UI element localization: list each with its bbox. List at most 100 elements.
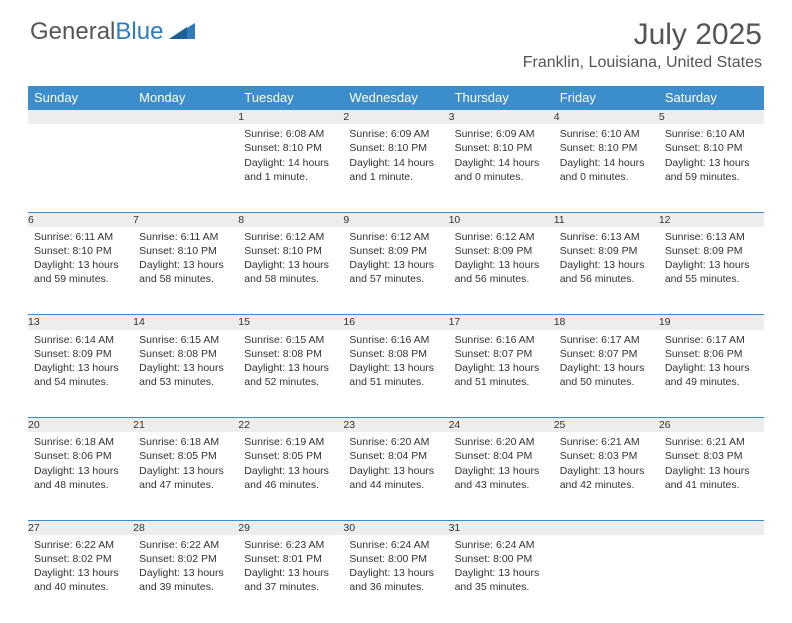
daycell-13: Sunrise: 6:14 AMSunset: 8:09 PMDaylight:…: [28, 330, 133, 418]
sunrise: Sunrise: 6:21 AM: [560, 435, 653, 449]
day-info-25: Sunrise: 6:21 AMSunset: 8:03 PMDaylight:…: [554, 432, 659, 498]
sunrise: Sunrise: 6:13 AM: [665, 230, 758, 244]
sunset: Sunset: 8:08 PM: [349, 347, 442, 361]
sunset: Sunset: 8:05 PM: [139, 449, 232, 463]
empty-cell: [133, 110, 238, 125]
daynum-18: 18: [554, 315, 659, 330]
sunset: Sunset: 8:07 PM: [455, 347, 548, 361]
sunset: Sunset: 8:01 PM: [244, 552, 337, 566]
empty-cell: [554, 535, 659, 623]
daynum-27: 27: [28, 520, 133, 535]
daycell-18: Sunrise: 6:17 AMSunset: 8:07 PMDaylight:…: [554, 330, 659, 418]
daycell-1: Sunrise: 6:08 AMSunset: 8:10 PMDaylight:…: [238, 124, 343, 212]
daycell-15: Sunrise: 6:15 AMSunset: 8:08 PMDaylight:…: [238, 330, 343, 418]
sunrise: Sunrise: 6:10 AM: [665, 127, 758, 141]
logo-word-2: Blue: [115, 18, 163, 45]
daycell-14: Sunrise: 6:15 AMSunset: 8:08 PMDaylight:…: [133, 330, 238, 418]
sunrise: Sunrise: 6:18 AM: [34, 435, 127, 449]
sunset: Sunset: 8:06 PM: [34, 449, 127, 463]
sunset: Sunset: 8:02 PM: [34, 552, 127, 566]
daynum-8: 8: [238, 212, 343, 227]
sunrise: Sunrise: 6:19 AM: [244, 435, 337, 449]
title-block: July 2025 Franklin, Louisiana, United St…: [523, 18, 762, 72]
daynum-22: 22: [238, 418, 343, 433]
daylight: Daylight: 13 hours and 51 minutes.: [349, 361, 442, 389]
dayname-tuesday: Tuesday: [238, 86, 343, 110]
daynum-26: 26: [659, 418, 764, 433]
sunrise: Sunrise: 6:16 AM: [349, 333, 442, 347]
sunset: Sunset: 8:10 PM: [34, 244, 127, 258]
day-info-17: Sunrise: 6:16 AMSunset: 8:07 PMDaylight:…: [449, 330, 554, 396]
daynum-12: 12: [659, 212, 764, 227]
week-4-content: Sunrise: 6:22 AMSunset: 8:02 PM Daylight:…: [28, 535, 764, 623]
dayname-row: SundayMondayTuesdayWednesdayThursdayFrid…: [28, 86, 764, 110]
day-info-31: Sunrise: 6:24 AMSunset: 8:00 PMDaylight:…: [449, 535, 554, 601]
sunrise: Sunrise: 6:09 AM: [455, 127, 548, 141]
dayname-wednesday: Wednesday: [343, 86, 448, 110]
daycell-28: Sunrise: 6:22 AMSunset: 8:02 PMDaylight:…: [133, 535, 238, 623]
day-info-2: Sunrise: 6:09 AMSunset: 8:10 PMDaylight:…: [343, 124, 448, 190]
daylight: Daylight: 13 hours and 44 minutes.: [349, 464, 442, 492]
sunrise: Sunrise: 6:17 AM: [560, 333, 653, 347]
sunrise: Sunrise: 6:23 AM: [244, 538, 337, 552]
sunrise: Sunrise: 6:10 AM: [560, 127, 653, 141]
sunset: Sunset: 8:09 PM: [34, 347, 127, 361]
sunrise: Sunrise: 6:21 AM: [665, 435, 758, 449]
daycell-8: Sunrise: 6:12 AMSunset: 8:10 PMDaylight:…: [238, 227, 343, 315]
sunrise: Sunrise: 6:24 AM: [349, 538, 442, 552]
empty-cell: [659, 535, 764, 623]
calendar-table: SundayMondayTuesdayWednesdayThursdayFrid…: [28, 86, 764, 623]
daylight: Daylight: 13 hours and 50 minutes.: [560, 361, 653, 389]
daynum-2: 2: [343, 110, 448, 125]
daynum-1: 1: [238, 110, 343, 125]
daylight: Daylight: 13 hours and 47 minutes.: [139, 464, 232, 492]
calendar-head: SundayMondayTuesdayWednesdayThursdayFrid…: [28, 86, 764, 110]
daylight: Daylight: 13 hours and 41 minutes.: [665, 464, 758, 492]
daylight: Daylight: 13 hours and 54 minutes.: [34, 361, 127, 389]
sunrise: Sunrise: 6:20 AM: [349, 435, 442, 449]
daycell-23: Sunrise: 6:20 AMSunset: 8:04 PMDaylight:…: [343, 432, 448, 520]
daylight: Daylight: 13 hours and 57 minutes.: [349, 258, 442, 286]
sunset: Sunset: 8:10 PM: [560, 141, 653, 155]
daylight: Daylight: 13 hours and 46 minutes.: [244, 464, 337, 492]
daylight: Daylight: 13 hours and 59 minutes.: [665, 156, 758, 184]
sunset: Sunset: 8:00 PM: [455, 552, 548, 566]
sunset: Sunset: 8:08 PM: [139, 347, 232, 361]
day-info-18: Sunrise: 6:17 AMSunset: 8:07 PMDaylight:…: [554, 330, 659, 396]
sunset: Sunset: 8:05 PM: [244, 449, 337, 463]
sunrise: Sunrise: 6:20 AM: [455, 435, 548, 449]
day-info-29: Sunrise: 6:23 AMSunset: 8:01 PMDaylight:…: [238, 535, 343, 601]
daycell-17: Sunrise: 6:16 AMSunset: 8:07 PMDaylight:…: [449, 330, 554, 418]
daylight: Daylight: 13 hours and 39 minutes.: [139, 566, 232, 594]
daylight: Daylight: 14 hours and 1 minute.: [349, 156, 442, 184]
sunset: Sunset: 8:09 PM: [349, 244, 442, 258]
dayname-saturday: Saturday: [659, 86, 764, 110]
daynum-9: 9: [343, 212, 448, 227]
day-info-23: Sunrise: 6:20 AMSunset: 8:04 PMDaylight:…: [343, 432, 448, 498]
sunset: Sunset: 8:03 PM: [560, 449, 653, 463]
daynum-20: 20: [28, 418, 133, 433]
daycell-3: Sunrise: 6:09 AMSunset: 8:10 PMDaylight:…: [449, 124, 554, 212]
day-info-14: Sunrise: 6:15 AMSunset: 8:08 PMDaylight:…: [133, 330, 238, 396]
month-title: July 2025: [523, 18, 762, 52]
daynum-7: 7: [133, 212, 238, 227]
sunset: Sunset: 8:10 PM: [244, 141, 337, 155]
daynum-29: 29: [238, 520, 343, 535]
day-info-12: Sunrise: 6:13 AMSunset: 8:09 PMDaylight:…: [659, 227, 764, 293]
daycell-9: Sunrise: 6:12 AMSunset: 8:09 PMDaylight:…: [343, 227, 448, 315]
week-3-content: Sunrise: 6:18 AMSunset: 8:06 PM Daylight:…: [28, 432, 764, 520]
empty-cell: [133, 124, 238, 212]
daycell-2: Sunrise: 6:09 AMSunset: 8:10 PMDaylight:…: [343, 124, 448, 212]
daylight: Daylight: 13 hours and 58 minutes.: [139, 258, 232, 286]
day-info-19: Sunrise: 6:17 AMSunset: 8:06 PMDaylight:…: [659, 330, 764, 396]
sunset: Sunset: 8:09 PM: [560, 244, 653, 258]
sunrise: Sunrise: 6:22 AM: [34, 538, 127, 552]
logo-text: GeneralBlue: [30, 18, 163, 46]
daylight: Daylight: 13 hours and 55 minutes.: [665, 258, 758, 286]
daycell-20: Sunrise: 6:18 AMSunset: 8:06 PMDaylight:…: [28, 432, 133, 520]
sunset: Sunset: 8:04 PM: [455, 449, 548, 463]
daylight: Daylight: 13 hours and 52 minutes.: [244, 361, 337, 389]
daylight: Daylight: 13 hours and 53 minutes.: [139, 361, 232, 389]
daylight: Daylight: 13 hours and 49 minutes.: [665, 361, 758, 389]
sunset: Sunset: 8:04 PM: [349, 449, 442, 463]
